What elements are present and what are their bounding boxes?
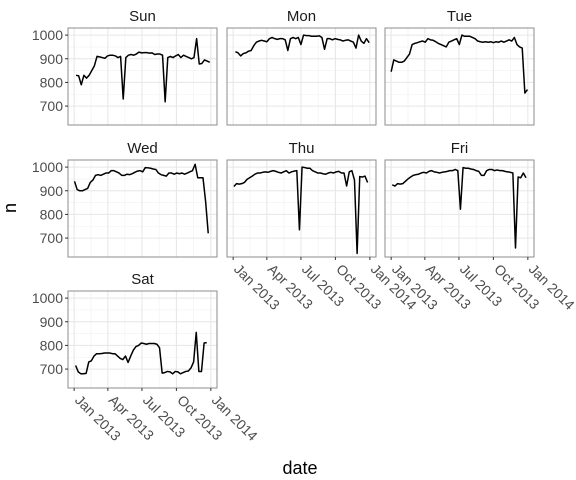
y-axis-title: n <box>0 203 20 213</box>
series-line-wed <box>73 163 209 234</box>
series-line-thu <box>233 166 369 255</box>
x-axis-title: date <box>282 458 317 478</box>
y-tick-label: 900 <box>40 183 64 199</box>
panel-border <box>67 27 218 126</box>
y-tick-label: 1000 <box>32 27 63 43</box>
panel-border <box>226 27 377 126</box>
panel-background <box>68 160 217 257</box>
y-tick-label: 700 <box>40 230 64 246</box>
facet-strip-label: Sun <box>129 8 156 25</box>
y-tick-label: 800 <box>40 206 64 222</box>
facet-panel-wed: Wed 700 800 900 1000 <box>32 140 218 258</box>
facet-strip-label: Mon <box>287 8 316 25</box>
panel-background <box>68 291 217 388</box>
y-tick-label: 900 <box>40 51 64 67</box>
y-tick-label: 900 <box>40 314 64 330</box>
y-tick-label: 1000 <box>32 159 63 175</box>
panel-background <box>385 160 534 257</box>
y-tick-label: 800 <box>40 74 64 90</box>
facet-strip-label: Wed <box>127 140 158 157</box>
panel-border <box>226 159 377 258</box>
series-line-tue <box>390 34 529 94</box>
panel-border <box>384 27 535 126</box>
facet-panel-sun: Sun 700 800 900 1000 <box>32 8 218 126</box>
facet-strip-label: Thu <box>289 140 315 157</box>
y-tick-label: 700 <box>40 98 64 114</box>
panel-background <box>68 28 217 125</box>
panel-border <box>67 290 218 389</box>
series-line-mon <box>235 34 370 57</box>
y-tick-label: 800 <box>40 337 64 353</box>
series-line-sat <box>74 331 207 375</box>
panel-border <box>67 159 218 258</box>
facet-strip-label: Fri <box>451 140 469 157</box>
facet-strip-label: Tue <box>447 8 472 25</box>
y-tick-label: 700 <box>40 361 64 377</box>
panel-border <box>384 159 535 258</box>
facet-panel-mon: Mon <box>226 8 377 126</box>
series-line-fri <box>391 166 527 249</box>
facet-strip-label: Sat <box>131 271 154 288</box>
series-line-sun <box>75 37 211 103</box>
facet-panel-tue: Tue <box>384 8 535 126</box>
y-tick-label: 1000 <box>32 290 63 306</box>
